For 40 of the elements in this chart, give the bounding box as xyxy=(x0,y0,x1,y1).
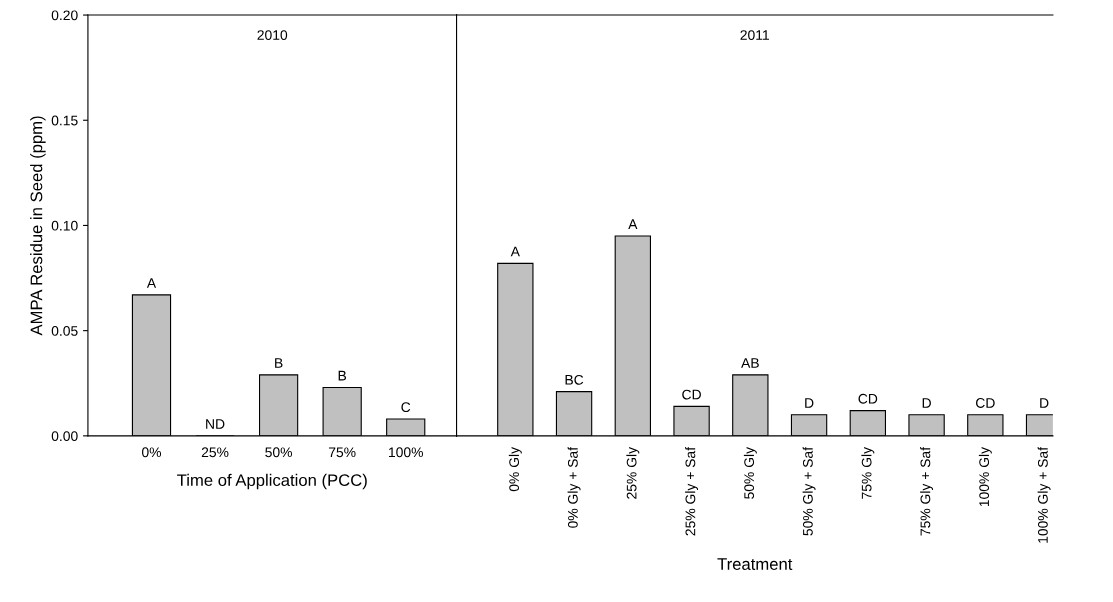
x-tick-label: 50% xyxy=(265,447,293,458)
x-tick-label: 25% xyxy=(201,447,229,458)
x-tick-label: 100% xyxy=(389,447,423,458)
data-label: A xyxy=(146,278,157,288)
data-label: AB xyxy=(741,358,759,368)
data-label: CD xyxy=(682,389,701,400)
x-axis-title: Time of Application (PCC) xyxy=(177,473,367,490)
y-tick-label: 0.20 xyxy=(51,10,78,21)
x-tick-label: 0% xyxy=(141,447,162,458)
annotation: 2011 xyxy=(740,30,769,40)
data-label: C xyxy=(401,402,411,413)
data-label: A xyxy=(510,246,520,257)
y-tick-label: 0.00 xyxy=(51,431,78,442)
y-tick-label: 0.05 xyxy=(51,325,78,336)
x-tick-label: 100% Gly + Saf xyxy=(1037,446,1051,543)
data-label: A xyxy=(628,219,638,229)
data-label: D xyxy=(922,398,931,408)
data-label: B xyxy=(275,358,283,368)
x-tick-label: 50% Gly + Saf xyxy=(802,446,816,536)
x-tick-label: 75% Gly + Saf xyxy=(920,446,934,536)
x-tick-label: 50% Gly xyxy=(743,446,757,499)
x-axis-title: Treatment xyxy=(717,558,793,570)
x-tick-label: 75% xyxy=(328,447,356,458)
x-tick-label: 0% Gly + Saf xyxy=(567,446,581,528)
data-label: CD xyxy=(858,393,878,404)
x-tick-label: 75% Gly xyxy=(861,446,875,499)
data-label: ND xyxy=(206,419,225,429)
x-tick-label: 0% Gly xyxy=(508,446,522,492)
y-tick-label: 0.10 xyxy=(51,220,78,231)
data-label: B xyxy=(338,370,347,381)
x-tick-label: 100% Gly xyxy=(978,446,992,507)
data-label: D xyxy=(805,398,814,408)
data-label: D xyxy=(1040,398,1049,408)
y-axis-title: AMPA Residue in Seed (ppm) xyxy=(30,116,46,336)
y-tick-label: 0.15 xyxy=(51,115,78,126)
x-tick-label: 25% Gly + Saf xyxy=(685,446,699,536)
x-tick-label: 25% Gly xyxy=(626,446,640,499)
data-label: BC xyxy=(565,374,584,385)
annotation: 2010 xyxy=(257,30,288,40)
data-label: CD xyxy=(976,398,995,408)
